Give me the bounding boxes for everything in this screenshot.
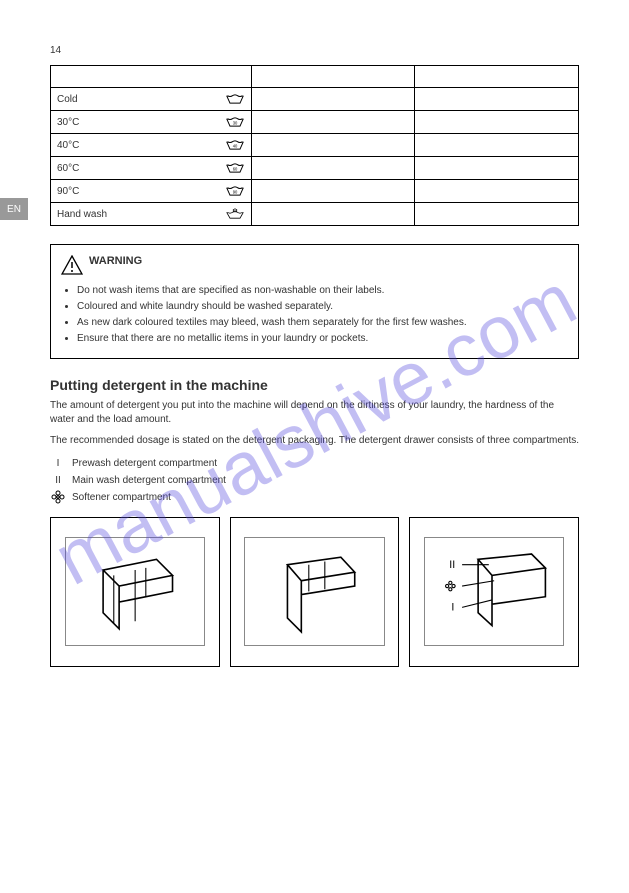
body-paragraph: The recommended dosage is stated on the …: [50, 434, 579, 448]
compartment-label: Main wash detergent compartment: [72, 473, 226, 488]
wash-basin-icon: 60: [225, 161, 245, 175]
compartment-label: Softener compartment: [72, 490, 171, 505]
compartment-list: I Prewash detergent compartment II Main …: [50, 456, 579, 505]
table-cell: [415, 203, 579, 226]
warning-box: WARNING Do not wash items that are speci…: [50, 244, 579, 359]
warning-item: As new dark coloured textiles may bleed,…: [77, 316, 568, 329]
page-content: Cold 30°C 30: [50, 65, 579, 667]
compartment-row: Softener compartment: [50, 490, 579, 505]
table-cell: [251, 111, 415, 134]
drawer-illustration-icon: [65, 537, 205, 646]
temperature-table: Cold 30°C 30: [50, 65, 579, 226]
table-cell: [415, 180, 579, 203]
figure-box: [50, 517, 220, 667]
table-cell: [51, 66, 252, 88]
warning-title: WARNING: [89, 255, 142, 267]
figure-row: II I: [50, 517, 579, 667]
hand-wash-icon: [225, 207, 245, 221]
table-cell: [415, 134, 579, 157]
figure-box: II I: [409, 517, 579, 667]
table-cell: [251, 88, 415, 111]
table-cell: Cold: [51, 88, 252, 111]
table-cell: [251, 203, 415, 226]
compartment-row: II Main wash detergent compartment: [50, 473, 579, 488]
page-number: 14: [50, 45, 61, 56]
svg-text:II: II: [449, 559, 455, 571]
body-paragraph: The amount of detergent you put into the…: [50, 399, 579, 426]
warning-item: Ensure that there are no metallic items …: [77, 332, 568, 345]
wash-basin-icon: [225, 92, 245, 106]
wash-basin-icon: 30: [225, 115, 245, 129]
table-cell: [251, 134, 415, 157]
svg-text:I: I: [451, 602, 454, 614]
flower-icon: [50, 490, 66, 504]
wash-basin-icon: 90: [225, 184, 245, 198]
table-row: 30°C 30: [51, 111, 579, 134]
temp-label: Hand wash: [57, 209, 107, 220]
compartment-row: I Prewash detergent compartment: [50, 456, 579, 471]
table-row: 90°C 90: [51, 180, 579, 203]
warning-triangle-icon: [61, 255, 83, 278]
table-cell: 30°C 30: [51, 111, 252, 134]
svg-text:30: 30: [232, 121, 237, 126]
temp-label: 90°C: [57, 186, 79, 197]
warning-item: Do not wash items that are specified as …: [77, 284, 568, 297]
table-cell: [415, 157, 579, 180]
table-cell: 40°C 40: [51, 134, 252, 157]
table-row: [51, 66, 579, 88]
table-row: Cold: [51, 88, 579, 111]
table-cell: 60°C 60: [51, 157, 252, 180]
svg-text:60: 60: [232, 167, 237, 172]
warning-list: Do not wash items that are specified as …: [61, 284, 568, 345]
section-heading: Putting detergent in the machine: [50, 377, 579, 393]
table-row: 40°C 40: [51, 134, 579, 157]
temp-label: 30°C: [57, 117, 79, 128]
roman-one-icon: I: [50, 456, 66, 471]
figure-box: [230, 517, 400, 667]
table-cell: [251, 66, 415, 88]
language-tab: EN: [0, 198, 28, 220]
compartment-label: Prewash detergent compartment: [72, 456, 217, 471]
table-cell: [415, 66, 579, 88]
table-cell: [415, 111, 579, 134]
svg-text:40: 40: [232, 144, 237, 149]
table-cell: [251, 180, 415, 203]
warning-item: Coloured and white laundry should be was…: [77, 300, 568, 313]
table-row: 60°C 60: [51, 157, 579, 180]
svg-text:90: 90: [232, 190, 237, 195]
table-row: Hand wash: [51, 203, 579, 226]
wash-basin-icon: 40: [225, 138, 245, 152]
table-cell: [251, 157, 415, 180]
table-cell: Hand wash: [51, 203, 252, 226]
drawer-labeled-illustration-icon: II I: [424, 537, 564, 646]
table-cell: 90°C 90: [51, 180, 252, 203]
temp-label: 60°C: [57, 163, 79, 174]
table-cell: [415, 88, 579, 111]
drawer-illustration-icon: [244, 537, 384, 646]
roman-two-icon: II: [50, 473, 66, 488]
temp-label: 40°C: [57, 140, 79, 151]
temp-label: Cold: [57, 94, 78, 105]
